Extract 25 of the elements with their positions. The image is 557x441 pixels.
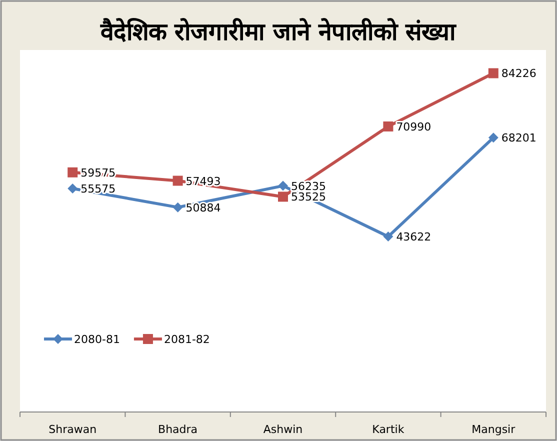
x-tick-label: Kartik (372, 423, 405, 436)
point (278, 192, 288, 202)
x-tick-label: Shrawan (48, 423, 97, 436)
point (383, 232, 394, 242)
x-tick-label: Bhadra (158, 423, 198, 436)
x-tick-label: Mangsir (472, 423, 516, 436)
point (68, 167, 78, 178)
data-label: 68201 (501, 132, 536, 145)
chart-title: वैदेशिक रोजगारीमा जाने नेपालीको संख्या (99, 18, 457, 46)
point (488, 68, 498, 78)
data-label: 59575 (80, 166, 116, 180)
data-label: 50884 (186, 201, 221, 214)
data-label: 70990 (396, 120, 432, 134)
point (172, 176, 183, 186)
legend-label: 2081-82 (164, 333, 210, 346)
point (383, 121, 394, 132)
legend-label: 2080-81 (74, 333, 120, 346)
x-tick-label: Ashwin (263, 423, 303, 436)
data-label: 84226 (501, 67, 536, 80)
point (488, 132, 498, 143)
point (172, 202, 183, 212)
point (68, 183, 78, 194)
data-label: 55575 (80, 182, 116, 196)
point (278, 180, 288, 191)
data-label: 43622 (396, 230, 432, 244)
